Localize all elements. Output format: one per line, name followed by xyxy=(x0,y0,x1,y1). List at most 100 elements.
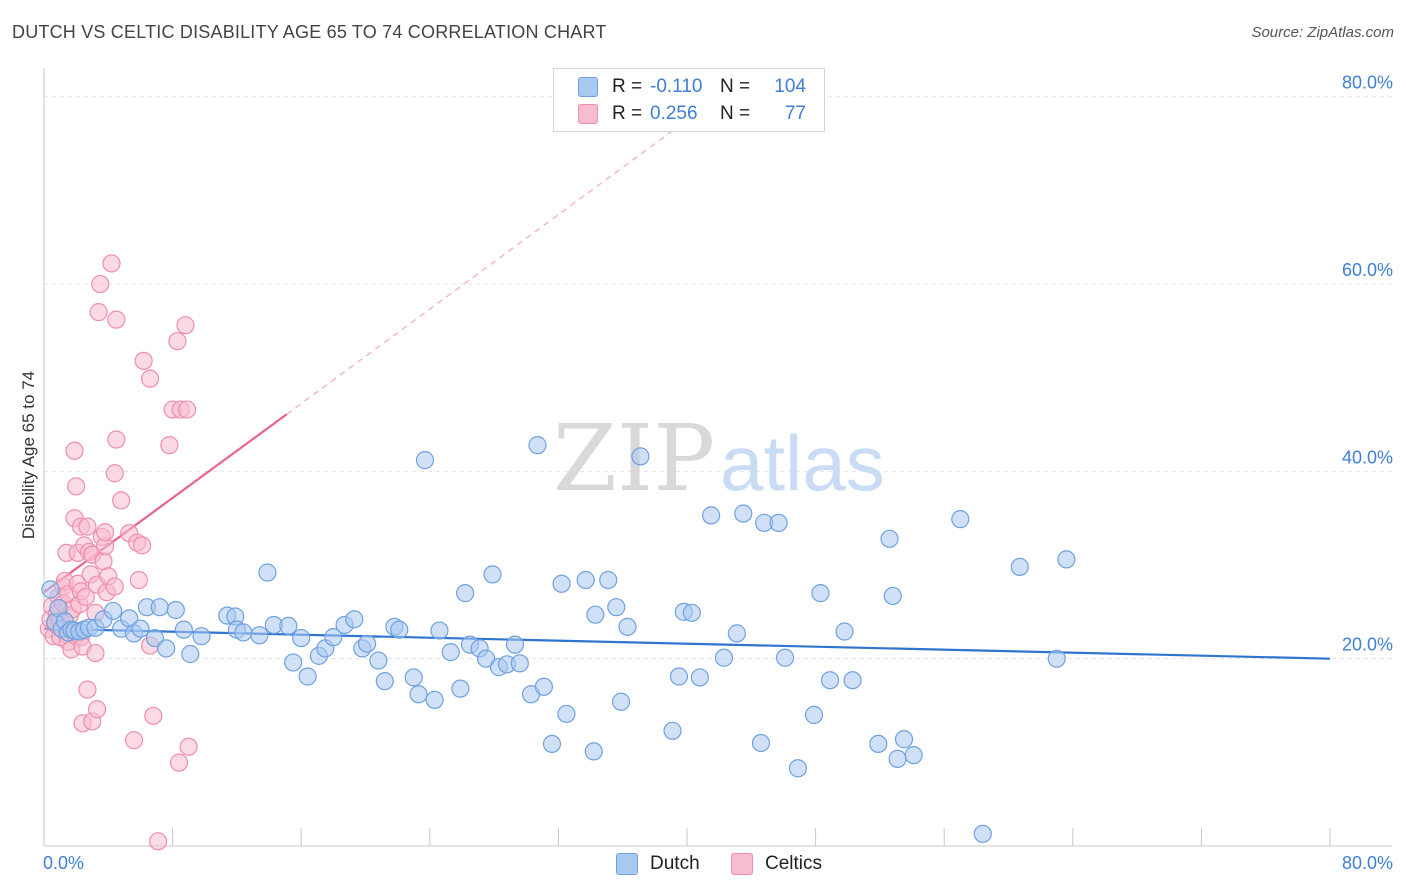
celtic-point xyxy=(67,477,86,496)
x-tick-label-max: 80.0% xyxy=(1342,853,1393,873)
axes-layer xyxy=(43,68,1392,847)
dutch-point xyxy=(586,605,605,624)
dutch-point xyxy=(375,672,394,691)
celtic-point xyxy=(144,706,163,725)
legend-row-dutch: R = -0.110 N = 104 xyxy=(578,75,806,99)
dutch-point xyxy=(415,451,435,470)
dutch-point xyxy=(131,619,150,638)
dutch-point xyxy=(324,628,343,647)
dutch-point xyxy=(430,621,449,640)
celtic-trend-line xyxy=(43,413,288,594)
dutch-point xyxy=(788,759,808,778)
dutch-point xyxy=(166,600,185,620)
dutch-point xyxy=(804,705,824,724)
r-value: 0.256 xyxy=(650,103,698,124)
dutch-point xyxy=(345,610,364,629)
r-label: R = xyxy=(612,103,643,124)
dutch-point xyxy=(576,570,595,590)
celtic-point xyxy=(177,400,197,419)
celtic-point xyxy=(89,303,108,322)
n-value: 104 xyxy=(774,76,806,97)
dutch-point xyxy=(669,667,689,686)
dutch-legend-label: Dutch xyxy=(650,853,700,874)
dutch-point xyxy=(234,623,253,642)
celtic-point xyxy=(105,577,124,596)
celtic-legend-swatch xyxy=(731,853,753,875)
watermark-atlas: atlas xyxy=(720,419,885,507)
dutch-point xyxy=(1010,557,1029,576)
celtic-point xyxy=(102,254,121,273)
dutch-point xyxy=(811,584,830,603)
label-layer: 20.0% 40.0% 60.0% 80.0% xyxy=(1342,73,1393,655)
x-tick-label-min: 0.0% xyxy=(43,853,84,873)
dutch-point xyxy=(734,504,753,523)
dutch-point xyxy=(820,671,840,690)
dutch-point xyxy=(702,506,721,525)
r-value: -0.110 xyxy=(650,76,703,97)
dutch-point xyxy=(835,622,854,641)
legend-item-dutch[interactable]: Dutch xyxy=(616,853,700,875)
dutch-point xyxy=(298,667,317,686)
y-tick-label: 60.0% xyxy=(1342,260,1393,280)
dutch-point xyxy=(404,668,423,687)
celtic-point xyxy=(107,310,126,329)
y-tick-label: 40.0% xyxy=(1342,447,1393,467)
dutch-point xyxy=(425,690,444,709)
celtic-swatch xyxy=(578,104,598,124)
dutch-point xyxy=(358,634,377,653)
dutch-point xyxy=(250,626,269,645)
dutch-point xyxy=(441,643,460,662)
celtic-point xyxy=(78,680,97,699)
celtic-point xyxy=(78,517,97,536)
celtic-point xyxy=(76,587,95,606)
celtic-legend-label: Celtics xyxy=(765,853,823,874)
series-legend: Dutch Celtics xyxy=(0,851,1406,879)
source-label: Source: ZipAtlas.com xyxy=(1251,24,1394,41)
dutch-point xyxy=(682,603,701,622)
dutch-point xyxy=(951,510,970,529)
dutch-point xyxy=(883,586,902,606)
dutch-point xyxy=(104,601,123,621)
y-axis-title: Disability Age 65 to 74 xyxy=(19,371,38,539)
celtic-point xyxy=(112,491,131,510)
dutch-point xyxy=(451,679,470,698)
dutch-point xyxy=(1047,649,1066,668)
legend-row-celtics: R = 0.256 N = 77 xyxy=(578,102,806,126)
dutch-point xyxy=(599,570,618,590)
celtic-point xyxy=(94,552,113,571)
dutch-point xyxy=(476,649,496,668)
celtic-point xyxy=(149,832,168,851)
n-label: N = xyxy=(720,76,751,97)
celtic-point xyxy=(86,643,105,663)
celtic-trend-extension xyxy=(286,119,688,415)
celtic-point xyxy=(105,464,124,483)
dutch-point xyxy=(584,742,603,761)
dutch-point xyxy=(292,628,311,648)
celtic-point xyxy=(95,523,115,542)
dutch-point xyxy=(888,749,907,768)
chart-title: DUTCH VS CELTIC DISABILITY AGE 65 TO 74 … xyxy=(12,22,607,42)
grid-layer xyxy=(44,96,1392,660)
dutch-point xyxy=(528,436,547,455)
dutch-point xyxy=(843,671,862,690)
dutch-point xyxy=(663,721,682,740)
dutch-point xyxy=(192,627,211,646)
dutch-point xyxy=(369,651,388,670)
dutch-point xyxy=(510,654,529,673)
legend-item-celtics[interactable]: Celtics xyxy=(731,853,822,875)
dutch-point xyxy=(552,574,571,593)
dutch-point xyxy=(775,648,795,667)
dutch-point xyxy=(483,565,502,584)
dutch-point xyxy=(456,584,475,603)
celtic-point xyxy=(87,700,107,719)
dutch-point xyxy=(181,644,200,664)
celtic-point xyxy=(124,731,144,750)
trend-layer xyxy=(43,119,1331,660)
dutch-point xyxy=(409,685,428,704)
celtic-point xyxy=(132,536,152,555)
dutch-swatch xyxy=(578,77,598,97)
y-tick-label: 80.0% xyxy=(1342,73,1393,93)
dutch-point xyxy=(618,617,637,636)
dutch-point xyxy=(157,639,176,658)
